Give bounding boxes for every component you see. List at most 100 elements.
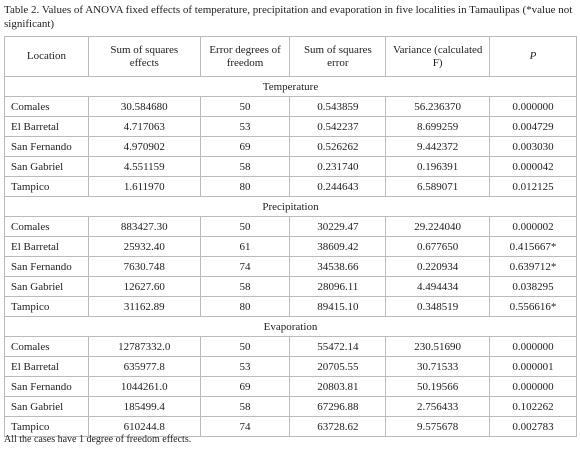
data-row: San Gabriel 4.551159 58 0.231740 0.196391 0.0… <box>4 156 577 177</box>
value-cell: 58 <box>199 396 291 417</box>
value-cell: 55472.14 <box>289 336 387 357</box>
value-cell: 0.000000 <box>489 376 577 397</box>
data-row: Tampico 610244.8 74 63728.62 9.575678 0.00278… <box>4 416 577 437</box>
value-cell: 50 <box>199 216 291 237</box>
value-cell: 74 <box>199 416 291 437</box>
value-cell: 9.442372 <box>385 136 491 157</box>
location-cell: San Fernando <box>4 136 89 157</box>
value-cell: 29.224040 <box>385 216 491 237</box>
value-cell: 8.699259 <box>385 116 491 137</box>
value-cell: 63728.62 <box>289 416 387 437</box>
value-cell: 0.012125 <box>489 176 577 197</box>
location-cell: Comales <box>4 216 89 237</box>
value-cell: 58 <box>199 276 291 297</box>
value-cell: 0.348519 <box>385 296 491 317</box>
value-cell: 0.004729 <box>489 116 577 137</box>
value-cell: 61 <box>199 236 291 257</box>
value-cell: 0.196391 <box>385 156 491 177</box>
value-cell: 0.003030 <box>489 136 577 157</box>
anova-table: Location Sum of squares effects Error degr… <box>4 36 577 437</box>
value-cell: 0.526262 <box>289 136 387 157</box>
section-row: Precipitation <box>4 196 577 217</box>
value-cell: 0.102262 <box>489 396 577 417</box>
data-row: El Barretal 25932.40 61 38609.42 0.677650 0.4… <box>4 236 577 257</box>
value-cell: 0.543859 <box>289 96 387 117</box>
value-cell: 28096.11 <box>289 276 387 297</box>
value-cell: 1.611970 <box>87 176 201 197</box>
value-cell: 9.575678 <box>385 416 491 437</box>
value-cell: 50.19566 <box>385 376 491 397</box>
footnote: All the cases have 1 degree of freedom e… <box>4 434 192 445</box>
data-row: San Fernando 7630.748 74 34538.66 0.220934 0.… <box>4 256 577 277</box>
value-cell: 6.589071 <box>385 176 491 197</box>
column-header: Sum of squares error <box>289 36 387 77</box>
value-cell: 80 <box>199 296 291 317</box>
location-cell: San Gabriel <box>4 156 89 177</box>
data-row: San Fernando 1044261.0 69 20803.81 50.19566 0… <box>4 376 577 397</box>
table-body: Temperature Comales 30.584680 50 0.543859 56.… <box>4 76 577 437</box>
value-cell: 31162.89 <box>87 296 201 317</box>
header-row: Location Sum of squares effects Error degr… <box>4 36 577 77</box>
value-cell: 0.542237 <box>289 116 387 137</box>
value-cell: 7630.748 <box>87 256 201 277</box>
location-cell: El Barretal <box>4 116 89 137</box>
value-cell: 1044261.0 <box>87 376 201 397</box>
location-cell: Tampico <box>4 176 89 197</box>
value-cell: 20705.55 <box>289 356 387 377</box>
data-row: El Barretal 4.717063 53 0.542237 8.699259 0.0… <box>4 116 577 137</box>
value-cell: 30229.47 <box>289 216 387 237</box>
value-cell: 635977.8 <box>87 356 201 377</box>
value-cell: 0.000001 <box>489 356 577 377</box>
location-cell: San Fernando <box>4 256 89 277</box>
value-cell: 50 <box>199 96 291 117</box>
value-cell: 230.51690 <box>385 336 491 357</box>
location-cell: Comales <box>4 96 89 117</box>
value-cell: 0.000002 <box>489 216 577 237</box>
value-cell: 4.551159 <box>87 156 201 177</box>
data-row: Tampico 1.611970 80 0.244643 6.589071 0.01212… <box>4 176 577 197</box>
section-row: Temperature <box>4 76 577 97</box>
section-title: Temperature <box>4 76 577 97</box>
value-cell: 4.717063 <box>87 116 201 137</box>
value-cell: 2.756433 <box>385 396 491 417</box>
value-cell: 25932.40 <box>87 236 201 257</box>
value-cell: 58 <box>199 156 291 177</box>
data-row: Tampico 31162.89 80 89415.10 0.348519 0.55661… <box>4 296 577 317</box>
value-cell: 69 <box>199 376 291 397</box>
section-title: Precipitation <box>4 196 577 217</box>
data-row: San Gabriel 185499.4 58 67296.88 2.756433 0.1… <box>4 396 577 417</box>
value-cell: 20803.81 <box>289 376 387 397</box>
value-cell: 0.038295 <box>489 276 577 297</box>
value-cell: 0.002783 <box>489 416 577 437</box>
value-cell: 12787332.0 <box>87 336 201 357</box>
value-cell: 0.415667* <box>489 236 577 257</box>
location-cell: Tampico <box>4 416 89 437</box>
column-header: P <box>489 36 577 77</box>
value-cell: 0.244643 <box>289 176 387 197</box>
section-row: Evaporation <box>4 316 577 337</box>
data-row: Comales 883427.30 50 30229.47 29.224040 0.000… <box>4 216 577 237</box>
value-cell: 0.677650 <box>385 236 491 257</box>
value-cell: 67296.88 <box>289 396 387 417</box>
value-cell: 0.000000 <box>489 96 577 117</box>
value-cell: 50 <box>199 336 291 357</box>
value-cell: 883427.30 <box>87 216 201 237</box>
value-cell: 56.236370 <box>385 96 491 117</box>
value-cell: 0.000000 <box>489 336 577 357</box>
value-cell: 53 <box>199 356 291 377</box>
location-cell: San Gabriel <box>4 396 89 417</box>
value-cell: 0.231740 <box>289 156 387 177</box>
caption: Table 2. Values of ANOVA fixed effects o… <box>4 4 573 30</box>
value-cell: 0.556616* <box>489 296 577 317</box>
value-cell: 0.000042 <box>489 156 577 177</box>
location-cell: San Gabriel <box>4 276 89 297</box>
value-cell: 38609.42 <box>289 236 387 257</box>
data-row: Comales 12787332.0 50 55472.14 230.51690 0.00… <box>4 336 577 357</box>
value-cell: 4.970902 <box>87 136 201 157</box>
value-cell: 12627.60 <box>87 276 201 297</box>
column-header: Sum of squares effects <box>87 36 201 77</box>
location-cell: San Fernando <box>4 376 89 397</box>
value-cell: 30.71533 <box>385 356 491 377</box>
value-cell: 53 <box>199 116 291 137</box>
